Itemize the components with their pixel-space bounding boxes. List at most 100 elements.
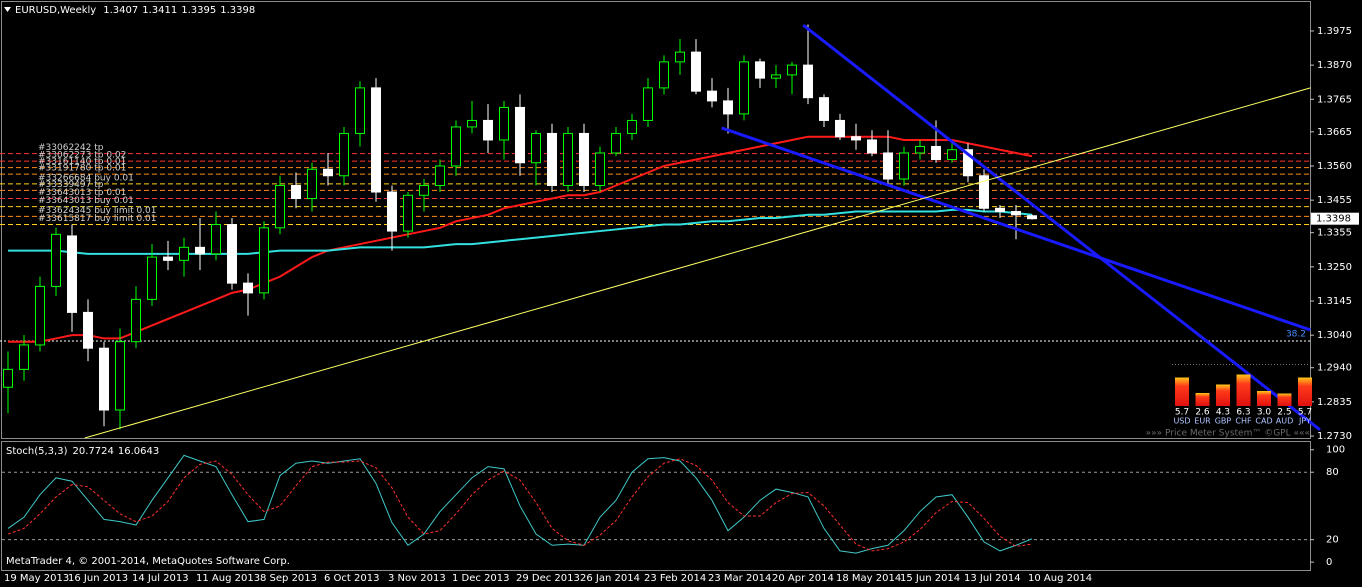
price-tag-label: 1.3398: [1316, 214, 1351, 225]
meter-bar: [1175, 377, 1189, 406]
y-tick-label: 1.3765: [1317, 94, 1352, 105]
meter-bar: [1257, 391, 1271, 406]
chart-header: EURUSD,Weekly 1.3407 1.3411 1.3395 1.3398: [15, 5, 255, 16]
candle-body: [19, 344, 29, 370]
trendline: [84, 87, 1311, 439]
candle-body: [355, 87, 365, 134]
y-tick-label: 0: [1326, 557, 1332, 568]
order-label: #33643013 tp 0.01: [38, 188, 126, 198]
candle-body: [211, 224, 221, 255]
moving-average: [8, 208, 1033, 255]
x-tick-label: 26 Jan 2014: [580, 573, 640, 584]
candle-body: [803, 64, 813, 99]
candle-body: [1027, 215, 1037, 220]
meter-value: 6.3: [1236, 408, 1250, 418]
order-label: #33624345 buy limit 0.01: [38, 206, 157, 216]
candle-body: [579, 132, 589, 187]
y-tick-label: 80: [1326, 467, 1339, 478]
candle-body: [547, 132, 557, 187]
candle-body: [979, 175, 989, 209]
candle-body: [931, 145, 941, 160]
candle-body: [611, 132, 621, 154]
meter-bar: [1195, 393, 1210, 406]
candle-body: [515, 106, 525, 164]
candle-body: [179, 246, 189, 261]
candle-body: [387, 191, 397, 232]
meter-footer: »»» Price Meter System™ ©GPL «««: [1146, 429, 1310, 439]
candle-body: [227, 224, 237, 284]
y-tick-label: 1.3975: [1317, 26, 1352, 37]
symbol: EURUSD,Weekly: [15, 5, 96, 16]
meter-currency: JPY: [1298, 417, 1311, 426]
y-tick-label: 1.2835: [1317, 397, 1352, 408]
candle-body: [691, 51, 701, 92]
stoch-line: [7, 458, 1033, 552]
menu-arrow[interactable]: [4, 7, 11, 12]
y-tick-label: 1.3870: [1317, 60, 1352, 71]
x-tick-label: 16 Jun 2013: [68, 573, 128, 584]
meter-value: 2.6: [1195, 408, 1210, 418]
stoch-signal-value: 16.0643: [118, 446, 159, 457]
x-tick-label: 15 Jun 2014: [900, 573, 960, 584]
x-tick-label: 1 Dec 2013: [452, 573, 510, 584]
candle-body: [851, 136, 861, 141]
high: 1.3411: [142, 5, 177, 16]
candle-body: [67, 235, 77, 313]
candle-body: [307, 168, 317, 200]
meter-currency: CHF: [1235, 417, 1252, 426]
x-tick-label: 14 Jul 2013: [132, 573, 189, 584]
order-label: #33615817 buy limit 0.01: [38, 214, 157, 224]
x-tick-label: 20 Apr 2014: [772, 573, 834, 584]
x-tick-label: 18 May 2014: [836, 573, 901, 584]
stoch-header: Stoch(5,3,3) 20.7724 16.0643: [6, 446, 159, 457]
meter-bar: [1298, 377, 1312, 406]
candle-body: [275, 185, 285, 229]
candle-body: [643, 87, 653, 121]
moving-average: [8, 135, 1033, 343]
meter-currency: CAD: [1255, 417, 1272, 426]
x-tick-label: 23 Feb 2014: [644, 573, 706, 584]
meter-value: 5.7: [1298, 408, 1312, 418]
stoch-title: Stoch(5,3,3): [6, 446, 68, 457]
meter-currency: AUD: [1276, 417, 1294, 426]
candle-body: [739, 61, 749, 115]
meter-value: 5.7: [1175, 408, 1189, 418]
y-tick-label: 1.3040: [1317, 330, 1352, 341]
x-tick-label: 11 Aug 2013: [196, 573, 260, 584]
candle-body: [243, 282, 253, 294]
candle-body: [99, 347, 109, 411]
y-tick-label: 1.3145: [1317, 296, 1352, 307]
candle-body: [403, 194, 413, 232]
fib-label: 38.2: [1286, 330, 1306, 340]
candle-body: [835, 119, 845, 138]
x-tick-label: 23 Mar 2014: [708, 573, 771, 584]
meter-bar: [1277, 393, 1292, 406]
trendline: [802, 23, 1321, 432]
y-tick-label: 1.2940: [1317, 363, 1352, 374]
y-tick-label: 1.3560: [1317, 161, 1352, 172]
candle-body: [35, 285, 45, 346]
candle-body: [947, 149, 957, 160]
order-label: #33266684 buy 0.01: [38, 173, 134, 183]
candle-body: [147, 256, 157, 300]
candle-body: [883, 152, 893, 180]
candle-body: [115, 341, 125, 411]
candle-body: [259, 227, 269, 294]
y-tick-label: 1.3665: [1317, 127, 1352, 138]
x-tick-label: 29 Dec 2013: [516, 573, 580, 584]
y-tick-label: 20: [1326, 535, 1339, 546]
meter-bar: [1236, 374, 1251, 406]
x-tick-label: 8 Sep 2013: [260, 573, 317, 584]
meter-currency: EUR: [1194, 417, 1211, 426]
candle-body: [163, 256, 173, 261]
low: 1.3395: [181, 5, 216, 16]
order-label: #33062242 tp: [38, 143, 104, 153]
candle-body: [963, 149, 973, 177]
trendline: [721, 126, 1311, 332]
y-tick-label: 1.2730: [1317, 431, 1352, 442]
candle-body: [419, 185, 429, 196]
candle-body: [131, 298, 141, 343]
candle-body: [627, 119, 637, 134]
candle-body: [595, 152, 605, 187]
